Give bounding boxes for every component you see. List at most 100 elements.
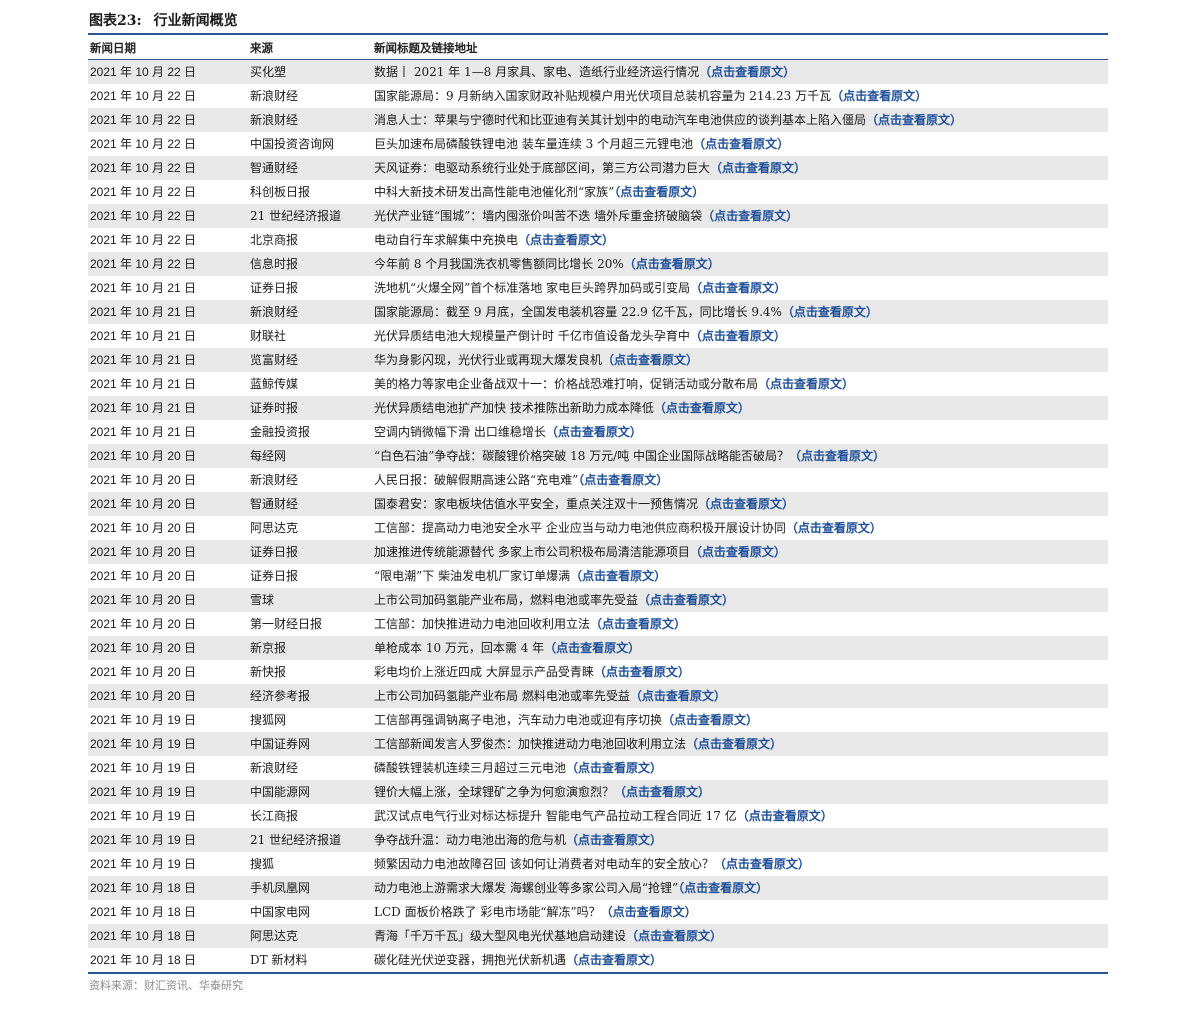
news-source: 新浪财经 [248,756,372,780]
news-date: 2021 年 10 月 19 日 [88,756,248,780]
news-title-cell: 上市公司加码氢能产业布局，燃料电池或率先受益（点击查看原文） [372,588,1108,612]
view-original-link[interactable]: （点击查看原文） [566,953,663,967]
news-source: 新浪财经 [248,300,372,324]
news-title: 频繁因动力电池故障召回 该如何让消费者对电动车的安全放心？ [374,857,714,871]
view-original-link[interactable]: （点击查看原文） [590,617,687,631]
view-original-link[interactable]: （点击查看原文） [785,521,882,535]
view-original-link[interactable]: （点击查看原文） [781,305,878,319]
news-title: 美的格力等家电企业备战双十一：价格战恐难打响，促销活动或分散布局 [374,377,759,391]
view-original-link[interactable]: （点击查看原文） [831,89,928,103]
news-title: 空调内销微幅下滑 出口维稳增长 [374,425,546,439]
view-original-link[interactable]: （点击查看原文） [518,233,615,247]
news-source: 财联社 [248,324,372,348]
news-date: 2021 年 10 月 21 日 [88,324,248,348]
view-original-link[interactable]: （点击查看原文） [758,377,855,391]
view-original-link[interactable]: （点击查看原文） [544,641,641,655]
table-row: 2021 年 10 月 19 日搜狐网 工信部再强调钠离子电池，汽车动力电池或迎有… [88,708,1108,732]
table-row: 2021 年 10 月 21 日蓝鲸传媒 美的格力等家电企业备战双十一：价格战恐难… [88,372,1108,396]
news-title: 青海「千万千瓦」级大型风电光伏基地启动建设 [374,929,627,943]
news-date: 2021 年 10 月 20 日 [88,444,248,468]
news-title-cell: 华为身影闪现，光伏行业或再现大爆发良机（点击查看原文） [372,348,1108,372]
table-row: 2021 年 10 月 22 日新浪财经 国家能源局：9 月新纳入国家财政补贴规模… [88,84,1108,108]
view-original-link[interactable]: （点击查看原文） [578,473,669,487]
news-title: 工信部：提高动力电池安全水平 企业应当与动力电池供应商积极开展设计协同 [374,521,786,535]
news-title: 数据丨 2021 年 1—8 月家具、家电、造纸行业经济运行情况 [374,65,700,79]
view-original-link[interactable]: （点击查看原文） [698,497,795,511]
view-original-link[interactable]: （点击查看原文） [710,161,807,175]
view-original-link[interactable]: （点击查看原文） [566,761,663,775]
view-original-link[interactable]: （点击查看原文） [686,737,783,751]
view-original-link[interactable]: （点击查看原文） [566,833,663,847]
table-row: 2021 年 10 月 22 日中国投资咨询网 巨头加速布局磷酸铁锂电池 装车量连… [88,132,1108,156]
view-original-link[interactable]: （点击查看原文） [789,449,886,463]
news-date: 2021 年 10 月 22 日 [88,180,248,204]
news-title-cell: 青海「千万千瓦」级大型风电光伏基地启动建设（点击查看原文） [372,924,1108,948]
table-row: 2021 年 10 月 20 日第一财经日报 工信部：加快推进动力电池回收利用立法… [88,612,1108,636]
news-source: 北京商报 [248,228,372,252]
news-title: 天风证券：电驱动系统行业处于底部区间，第三方公司潜力巨大 [374,161,711,175]
news-date: 2021 年 10 月 22 日 [88,132,248,156]
view-original-link[interactable]: （点击查看原文） [699,65,796,79]
news-title: 国泰君安：家电板块估值水平安全，重点关注双十一预售情况 [374,497,699,511]
view-original-link[interactable]: （点击查看原文） [690,281,787,295]
news-title-cell: 工信部：加快推进动力电池回收利用立法（点击查看原文） [372,612,1108,636]
view-original-link[interactable]: （点击查看原文） [713,857,810,871]
news-date: 2021 年 10 月 19 日 [88,804,248,828]
view-original-link[interactable]: （点击查看原文） [678,881,769,895]
news-source: 新浪财经 [248,108,372,132]
view-original-link[interactable]: （点击查看原文） [614,785,711,799]
news-source: 买化塑 [248,59,372,84]
view-original-link[interactable]: （点击查看原文） [545,425,642,439]
view-original-link[interactable]: （点击查看原文） [629,689,726,703]
table-row: 2021 年 10 月 22 日智通财经 天风证券：电驱动系统行业处于底部区间，第… [88,156,1108,180]
view-original-link[interactable]: （点击查看原文） [866,113,963,127]
view-original-link[interactable]: （点击查看原文） [662,713,759,727]
news-date: 2021 年 10 月 22 日 [88,228,248,252]
view-original-link[interactable]: （点击查看原文） [614,185,705,199]
news-title-cell: 频繁因动力电池故障召回 该如何让消费者对电动车的安全放心？（点击查看原文） [372,852,1108,876]
news-title: 国家能源局：截至 9 月底，全国发电装机容量 22.9 亿千瓦，同比增长 9.4… [374,305,782,319]
news-title-cell: 光伏异质结电池大规模量产倒计时 千亿市值设备龙头孕育中（点击查看原文） [372,324,1108,348]
table-row: 2021 年 10 月 19 日中国证券网 工信部新闻发言人罗俊杰：加快推进动力电… [88,732,1108,756]
figure-title: 图表23: 行业新闻概览 [89,10,238,30]
table-row: 2021 年 10 月 20 日证券日报 加速推进传统能源替代 多家上市公司积极布… [88,540,1108,564]
view-original-link[interactable]: （点击查看原文） [593,665,690,679]
news-title-cell: 武汉试点电气行业对标达标提升 智能电气产品拉动工程合同近 17 亿（点击查看原文… [372,804,1108,828]
news-source: 第一财经日报 [248,612,372,636]
news-source: 中国能源网 [248,780,372,804]
news-title-cell: 动力电池上游需求大爆发 海螺创业等多家公司入局“抢锂”（点击查看原文） [372,876,1108,900]
view-original-link[interactable]: （点击查看原文） [600,905,697,919]
view-original-link[interactable]: （点击查看原文） [736,809,833,823]
view-original-link[interactable]: （点击查看原文） [653,401,750,415]
news-title: 光伏异质结电池大规模量产倒计时 千亿市值设备龙头孕育中 [374,329,690,343]
news-source: 中国投资咨询网 [248,132,372,156]
view-original-link[interactable]: （点击查看原文） [689,545,786,559]
view-original-link[interactable]: （点击查看原文） [702,209,799,223]
news-title: 巨头加速布局磷酸铁锂电池 装车量连续 3 个月超三元锂电池 [374,137,694,151]
view-original-link[interactable]: （点击查看原文） [602,353,699,367]
news-date: 2021 年 10 月 20 日 [88,492,248,516]
view-original-link[interactable]: （点击查看原文） [689,329,786,343]
news-title-cell: 消息人士：苹果与宁德时代和比亚迪有关其计划中的电动汽车电池供应的谈判基本上陷入僵… [372,108,1108,132]
news-source: 证券日报 [248,564,372,588]
view-original-link[interactable]: （点击查看原文） [638,593,735,607]
news-title-cell: 空调内销微幅下滑 出口维稳增长（点击查看原文） [372,420,1108,444]
view-original-link[interactable]: （点击查看原文） [570,569,667,583]
news-source: 手机凤凰网 [248,876,372,900]
news-date: 2021 年 10 月 18 日 [88,924,248,948]
column-header-source: 来源 [248,36,372,60]
top-rule [88,33,1108,35]
table-row: 2021 年 10 月 18 日阿思达克 青海「千万千瓦」级大型风电光伏基地启动建… [88,924,1108,948]
view-original-link[interactable]: （点击查看原文） [626,929,723,943]
news-table: 新闻日期 来源 新闻标题及链接地址 2021 年 10 月 22 日买化塑 数据丨… [88,36,1108,972]
news-title: 工信部：加快推进动力电池回收利用立法 [374,617,591,631]
news-source: DT 新材料 [248,948,372,972]
news-title: 工信部新闻发言人罗俊杰：加快推进动力电池回收利用立法 [374,737,687,751]
news-title: 单枪成本 10 万元，回本需 4 年 [374,641,545,655]
view-original-link[interactable]: （点击查看原文） [693,137,790,151]
view-original-link[interactable]: （点击查看原文） [623,257,720,271]
news-title: 光伏产业链“围城”：墙内囤涨价叫苦不迭 墙外斥重金挤破脑袋 [374,209,703,223]
news-source: 搜狐 [248,852,372,876]
table-row: 2021 年 10 月 18 日中国家电网 LCD 面板价格跌了 彩电市场能“解冻… [88,900,1108,924]
news-source: 阿思达克 [248,924,372,948]
